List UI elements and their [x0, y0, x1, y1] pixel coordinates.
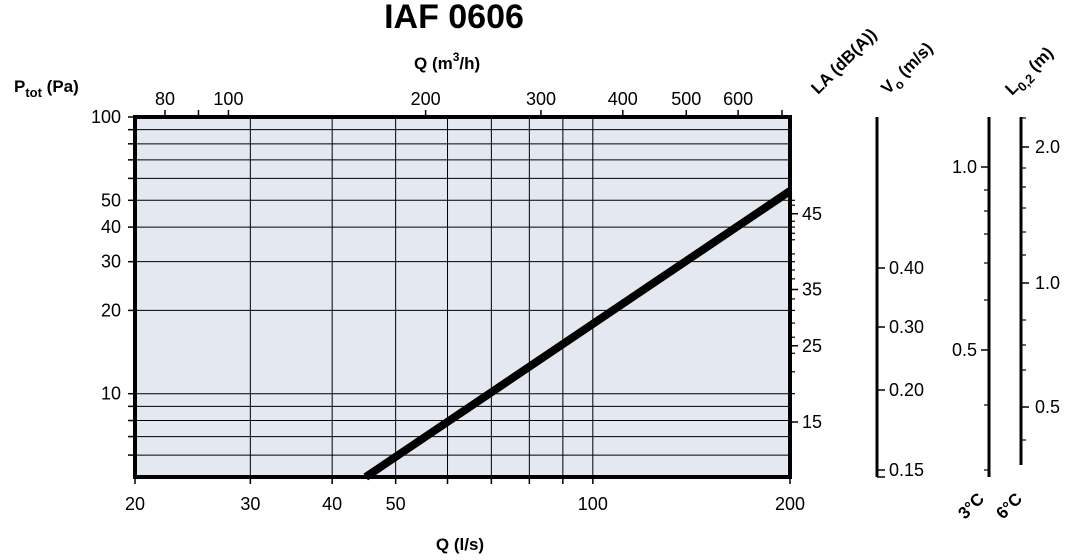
series-line: [363, 187, 793, 481]
plot-area: [135, 117, 790, 477]
y-tick-label: 50: [101, 190, 121, 210]
vo-axis-label: Vo (m/s): [877, 39, 939, 101]
x-tick-label: 20: [125, 494, 145, 514]
l02-3c-tick-label: 0.5: [952, 340, 977, 360]
la-tick-label: 15: [802, 412, 822, 432]
vo-tick-label: 0.40: [889, 258, 924, 278]
l02-6c-tick-label: 0.5: [1035, 397, 1060, 417]
top-x-tick-label: 400: [608, 89, 638, 109]
x-tick-label: 200: [775, 494, 805, 514]
y-tick-label: 30: [101, 252, 121, 272]
plot-frame: [133, 115, 792, 479]
x-tick-label: 100: [578, 494, 608, 514]
l02-3c-tick-label: 1.0: [952, 157, 977, 177]
y-tick-label: 40: [101, 217, 121, 237]
l02-6c-tick-label: 2.0: [1035, 137, 1060, 157]
la-axis-label: LA (dB(A)): [807, 25, 880, 98]
top-x-tick-label: 100: [213, 89, 243, 109]
top-x-tick-label: 80: [155, 89, 175, 109]
y-axis-label: Ptot (Pa): [14, 77, 79, 100]
top-x-tick-label: 600: [723, 89, 753, 109]
top-axis-label: Q (m3/h): [414, 50, 480, 73]
top-x-tick-label: 300: [526, 89, 556, 109]
x-tick-label: 30: [240, 494, 260, 514]
x-tick-label: 40: [322, 494, 342, 514]
y-tick-label: 20: [101, 300, 121, 320]
la-tick-label: 45: [802, 204, 822, 224]
y-tick-label: 10: [101, 384, 121, 404]
la-tick-label: 25: [802, 336, 822, 356]
vo-tick-label: 0.30: [889, 317, 924, 337]
l02-axis-label: L0,2 (m): [1001, 43, 1059, 101]
bottom-axis-label: Q (l/s): [436, 535, 484, 554]
chart-title: IAF 0606: [384, 0, 524, 36]
top-x-tick-label: 200: [411, 89, 441, 109]
l02-6c-tick-label: 1.0: [1035, 273, 1060, 293]
vo-tick-label: 0.20: [889, 380, 924, 400]
vo-tick-label: 0.15: [889, 460, 924, 480]
top-x-tick-label: 500: [671, 89, 701, 109]
six-c-label: 6°C: [992, 489, 1026, 523]
three-c-label: 3°C: [954, 489, 988, 523]
x-tick-label: 50: [386, 494, 406, 514]
la-tick-label: 35: [802, 280, 822, 300]
y-tick-label: 100: [91, 107, 121, 127]
